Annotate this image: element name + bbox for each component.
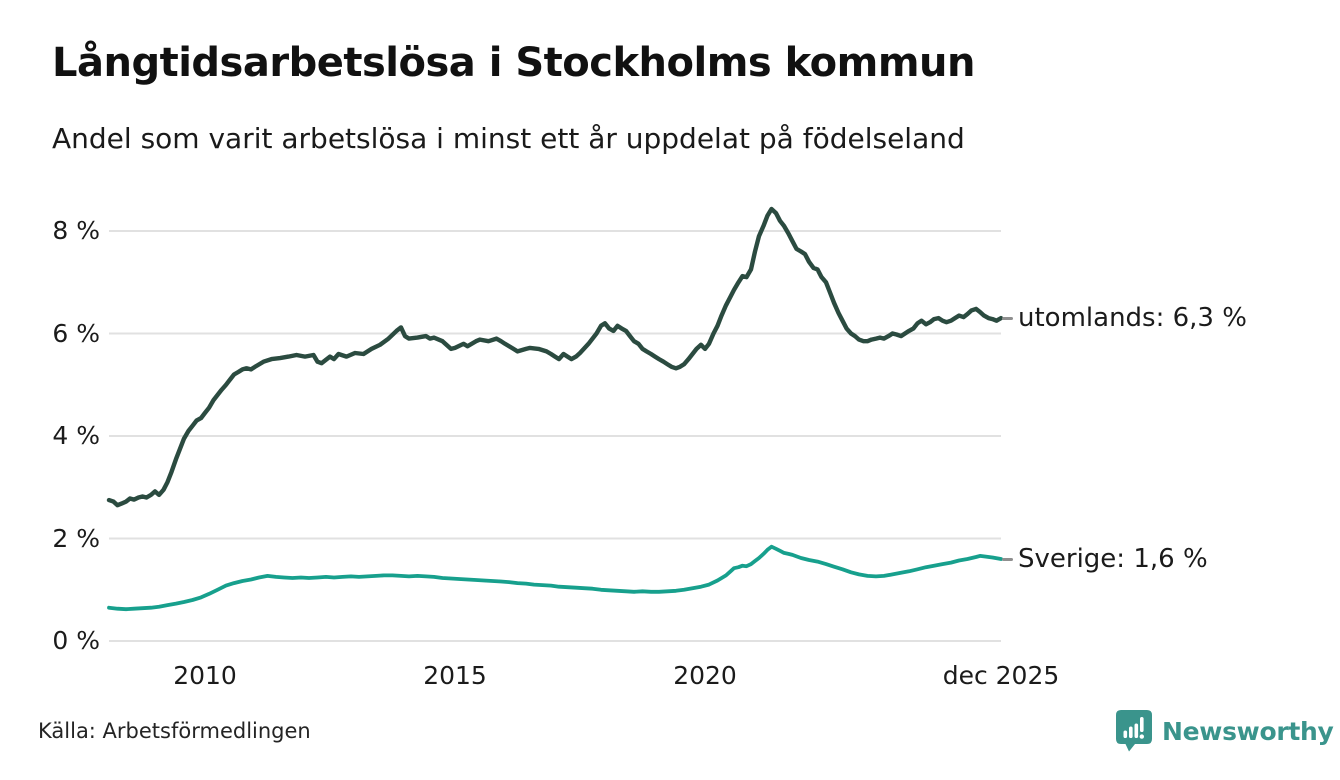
y-tick-label: 2 % [52, 523, 100, 553]
x-tick-label: 2010 [173, 661, 237, 690]
brand-logo: Newsworthy [1114, 708, 1334, 754]
label-leader-dash [1002, 316, 1013, 320]
newsworthy-logo-icon [1116, 710, 1152, 752]
y-tick-label: 8 % [52, 216, 100, 245]
page-subtitle: Andel som varit arbetslösa i minst ett å… [52, 122, 965, 155]
source-note: Källa: Arbetsförmedlingen [38, 719, 311, 743]
label-leader-dash [1002, 557, 1013, 561]
sverige-line [107, 544, 1003, 612]
y-tick-label: 4 % [52, 421, 100, 450]
x-tick-label: 2015 [423, 661, 487, 690]
series-label-utomlands: utomlands: 6,3 % [1002, 301, 1247, 335]
series-label-text: Sverige: 1,6 % [1018, 544, 1208, 574]
page-title: Långtidsarbetslösa i Stockholms kommun [52, 40, 975, 86]
x-tick-label: dec 2025 [942, 661, 1060, 690]
brand-name: Newsworthy [1162, 716, 1334, 746]
utomlands-line [106, 206, 1004, 508]
y-tick-label: 0 % [52, 626, 100, 655]
y-tick-label: 6 % [52, 318, 100, 348]
x-tick-label: 2020 [673, 661, 737, 690]
series-label-sverige: Sverige: 1,6 % [1002, 542, 1208, 576]
series-label-text: utomlands: 6,3 % [1018, 303, 1247, 334]
